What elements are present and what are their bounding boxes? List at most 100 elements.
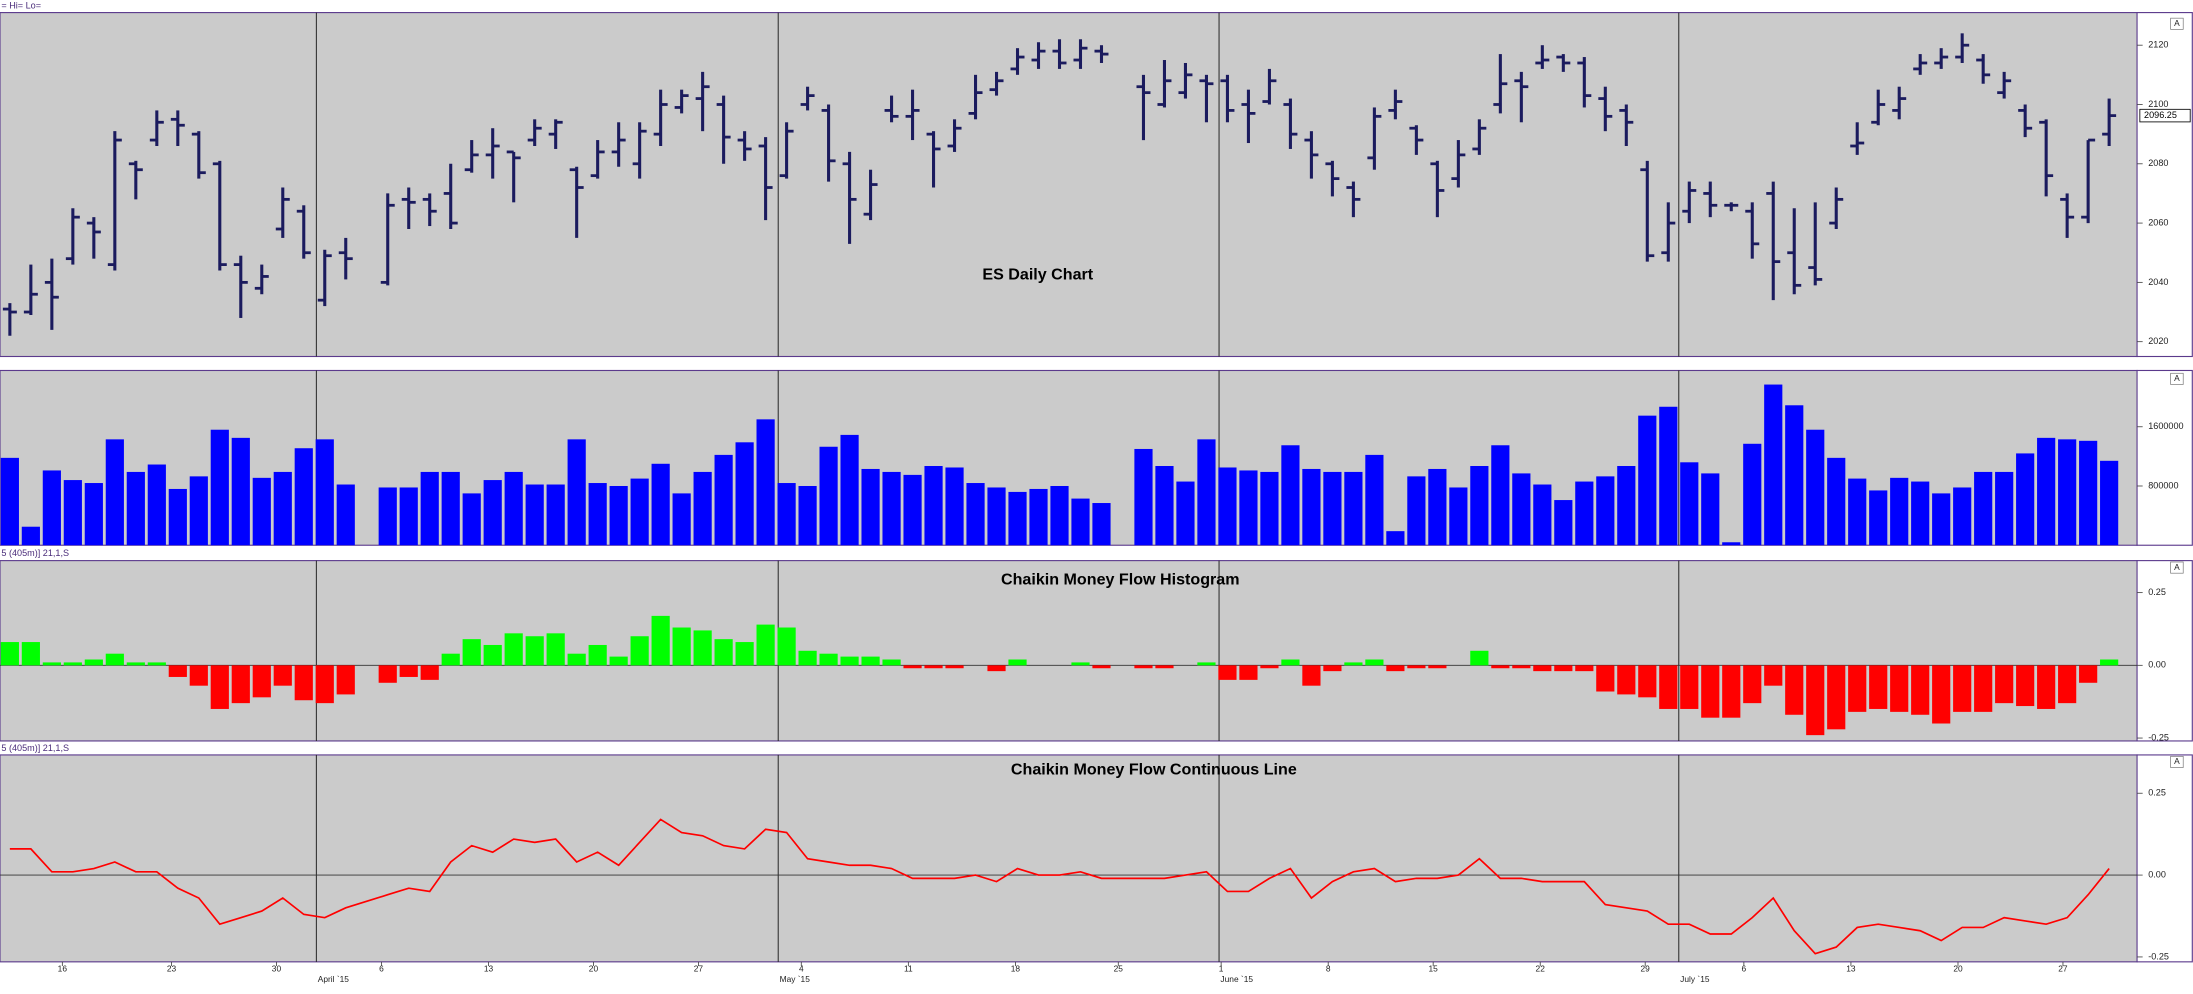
histogram-bar — [1659, 665, 1678, 709]
histogram-bar — [714, 639, 733, 666]
x-tick-label: 29 — [1641, 964, 1651, 974]
scale-button[interactable] — [2170, 561, 2184, 574]
month-label: May `15 — [780, 974, 811, 984]
month-label: June `15 — [1220, 974, 1253, 984]
x-tick-label: 6 — [379, 964, 384, 974]
bar — [1176, 481, 1195, 546]
bar — [1617, 466, 1636, 546]
histogram-bar — [1575, 665, 1594, 672]
scale-button-label: A — [2174, 756, 2180, 766]
bar — [168, 488, 187, 546]
bar — [504, 471, 523, 546]
bar — [462, 493, 481, 546]
scale-button[interactable] — [2170, 755, 2184, 768]
x-tick-label: 22 — [1536, 964, 1546, 974]
bar — [63, 480, 82, 546]
y-tick-label: 0.25 — [2148, 788, 2166, 798]
bar — [2079, 440, 2098, 546]
panel-title: ES Daily Chart — [982, 266, 1093, 284]
bar — [1995, 471, 2014, 546]
bar — [1785, 405, 1804, 546]
histogram-bar — [1911, 665, 1930, 715]
bar — [1302, 468, 1321, 546]
histogram-bar — [420, 665, 439, 680]
scale-button-label: A — [2174, 562, 2180, 572]
histogram-bar — [21, 642, 40, 666]
histogram-bar — [63, 662, 82, 666]
bar — [1428, 468, 1447, 546]
bar — [1134, 448, 1153, 546]
x-tick-label: 13 — [1846, 964, 1856, 974]
bar — [798, 485, 817, 546]
bar — [147, 464, 166, 546]
month-label: April `15 — [318, 974, 350, 984]
histogram-bar — [651, 615, 670, 666]
histogram-bar — [1512, 665, 1531, 669]
histogram-bar — [105, 653, 124, 666]
bar — [1407, 476, 1426, 546]
bar — [1008, 491, 1027, 546]
x-tick-label: 8 — [1326, 964, 1331, 974]
bar — [2058, 439, 2077, 546]
bar — [1932, 493, 1951, 546]
axis-background — [2136, 12, 2193, 358]
bar — [672, 493, 691, 546]
x-tick-label: 16 — [58, 964, 68, 974]
bar — [567, 439, 586, 546]
bar — [294, 448, 313, 546]
x-tick-label: 4 — [799, 964, 804, 974]
bar — [336, 484, 355, 546]
bar — [903, 474, 922, 546]
histogram-bar — [777, 627, 796, 666]
histogram-bar — [882, 659, 901, 666]
bar — [231, 437, 250, 546]
bar — [1491, 445, 1510, 546]
histogram-bar — [2037, 665, 2056, 709]
bar — [1050, 485, 1069, 546]
x-tick-label: 15 — [1429, 964, 1439, 974]
bar — [1554, 500, 1573, 546]
x-tick-label: 11 — [904, 964, 913, 974]
bar — [1911, 481, 1930, 546]
bar — [1281, 445, 1300, 546]
histogram-bar — [1218, 665, 1237, 680]
x-tick-label: 1 — [1219, 964, 1224, 974]
histogram-bar — [294, 665, 313, 701]
histogram-bar — [903, 665, 922, 669]
y-tick-label: 2040 — [2148, 277, 2168, 287]
histogram-bar — [462, 639, 481, 666]
bar — [252, 477, 271, 546]
scale-button[interactable] — [2170, 17, 2184, 30]
y-tick-label: -0.25 — [2148, 951, 2169, 961]
bar — [273, 471, 292, 546]
bar — [0, 457, 19, 546]
bar — [1890, 477, 1909, 546]
histogram-bar — [693, 630, 712, 666]
bar — [1239, 470, 1258, 546]
histogram-bar — [2016, 665, 2035, 707]
scale-button[interactable] — [2170, 372, 2184, 385]
histogram-bar — [1764, 665, 1783, 686]
bar — [1722, 542, 1741, 546]
histogram-bar — [840, 656, 859, 666]
bar — [1323, 471, 1342, 546]
histogram-bar — [189, 665, 208, 686]
last-price-box — [2139, 108, 2191, 123]
bar — [315, 439, 334, 546]
histogram-bar — [1680, 665, 1699, 709]
bar — [1344, 471, 1363, 546]
histogram-bar — [1596, 665, 1615, 692]
x-tick-label: 27 — [694, 964, 704, 974]
histogram-bar — [1743, 665, 1762, 704]
histogram-bar — [735, 642, 754, 666]
bar — [588, 483, 607, 546]
histogram-bar — [252, 665, 271, 698]
histogram-bar — [1848, 665, 1867, 712]
histogram-bar — [1239, 665, 1258, 680]
histogram-bar — [1554, 665, 1573, 672]
histogram-bar — [2079, 665, 2098, 683]
histogram-bar — [273, 665, 292, 686]
bar — [1764, 384, 1783, 546]
